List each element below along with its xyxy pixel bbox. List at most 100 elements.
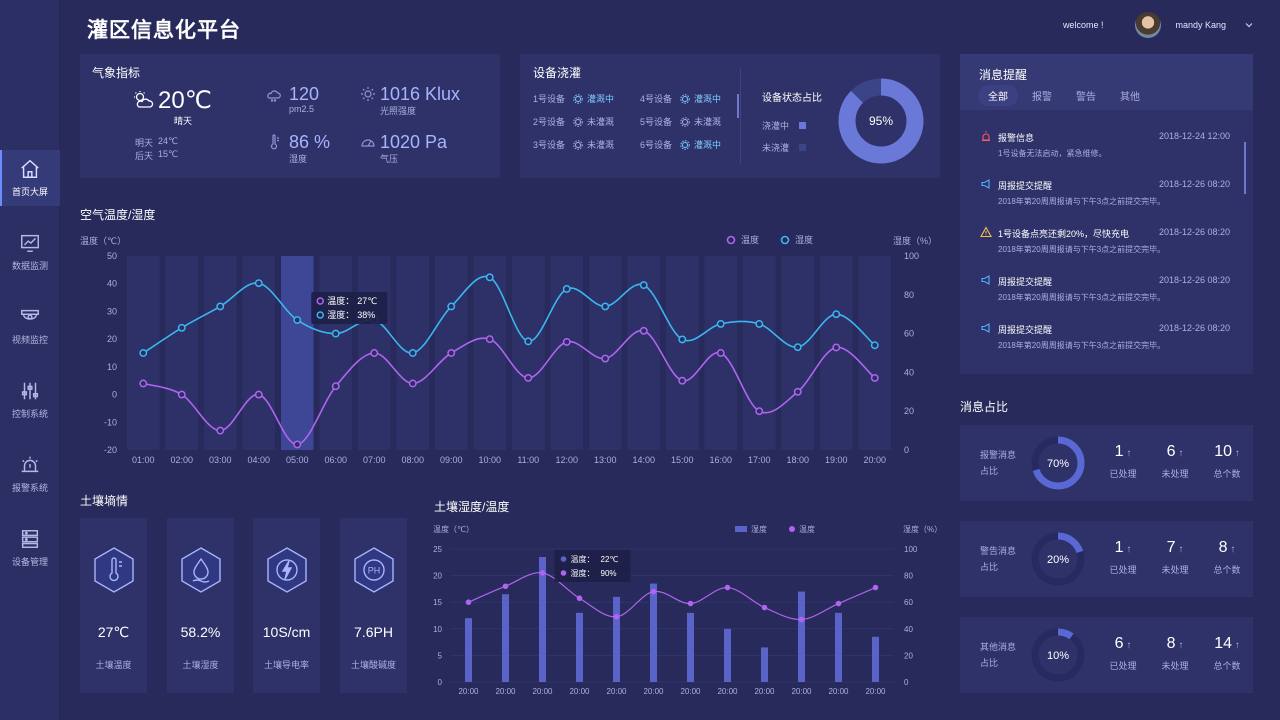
bar[interactable] xyxy=(613,596,620,682)
data-point[interactable] xyxy=(716,319,725,328)
tab-warning[interactable]: 警告 xyxy=(1076,92,1096,103)
data-point[interactable] xyxy=(139,349,148,357)
data-point[interactable] xyxy=(562,285,571,293)
tab-other[interactable]: 其他 xyxy=(1120,92,1140,103)
bar[interactable] xyxy=(724,628,731,682)
x-tick-label: 20:00 xyxy=(754,687,775,696)
bar[interactable] xyxy=(465,618,472,682)
chart-column-band xyxy=(512,256,545,450)
data-point[interactable] xyxy=(293,316,302,324)
data-point[interactable] xyxy=(755,319,764,328)
data-point[interactable] xyxy=(576,595,583,602)
data-point[interactable] xyxy=(639,326,648,335)
message-title: 周报提交提醒 xyxy=(998,325,1053,335)
y-tick-label: 40 xyxy=(107,279,117,289)
data-point[interactable] xyxy=(601,354,610,363)
data-point[interactable] xyxy=(447,302,456,311)
device-row: 2号设备 未灌溉 xyxy=(533,115,614,128)
legend-label[interactable]: 温度 xyxy=(741,234,759,245)
data-point[interactable] xyxy=(293,440,302,449)
data-point[interactable] xyxy=(331,329,340,338)
data-point[interactable] xyxy=(870,373,879,382)
donut-arc xyxy=(838,78,924,164)
ratio-arc xyxy=(1031,436,1085,490)
bar[interactable] xyxy=(872,636,879,682)
data-point[interactable] xyxy=(716,349,725,357)
data-point[interactable] xyxy=(872,584,879,591)
sidebar-item-video[interactable]: 视频监控 xyxy=(0,298,60,354)
data-point[interactable] xyxy=(678,376,687,385)
data-point[interactable] xyxy=(524,373,533,382)
data-point[interactable] xyxy=(870,341,879,350)
bar[interactable] xyxy=(576,612,583,682)
data-point[interactable] xyxy=(613,614,620,620)
user-menu[interactable]: welcome ! mandy Kang xyxy=(1063,12,1254,38)
divider xyxy=(740,68,741,164)
chevron-down-icon[interactable] xyxy=(1244,20,1254,30)
data-point[interactable] xyxy=(254,279,263,288)
x-tick-label: 10:00 xyxy=(478,455,501,465)
data-point[interactable] xyxy=(835,600,842,607)
ratio-total-value: 14 xyxy=(1214,635,1232,652)
data-point[interactable] xyxy=(502,583,509,590)
data-point[interactable] xyxy=(465,599,472,605)
data-point[interactable] xyxy=(524,337,533,346)
data-point[interactable] xyxy=(832,310,841,319)
bar[interactable] xyxy=(650,583,657,682)
sidebar-item-label: 控制系统 xyxy=(11,409,48,419)
legend-label[interactable]: 湿度 xyxy=(795,234,813,245)
data-point[interactable] xyxy=(678,335,687,344)
data-point[interactable] xyxy=(793,387,802,396)
bar[interactable] xyxy=(687,612,694,682)
sidebar-item-data-monitor[interactable]: 数据监测 xyxy=(0,224,60,280)
bar[interactable] xyxy=(502,594,509,682)
sidebar-item-devices[interactable]: 设备管理 xyxy=(0,520,60,576)
tab-alarm[interactable]: 报警 xyxy=(1032,92,1052,103)
data-point[interactable] xyxy=(370,349,379,357)
scrollbar[interactable] xyxy=(737,94,739,118)
data-point[interactable] xyxy=(832,343,841,352)
messages-scrollbar[interactable] xyxy=(1244,142,1246,194)
bar[interactable] xyxy=(539,556,546,682)
data-point[interactable] xyxy=(761,604,768,611)
chart-tooltip: 温度： 27℃湿度： 38% xyxy=(311,292,388,324)
data-point[interactable] xyxy=(331,382,340,391)
data-point[interactable] xyxy=(601,302,610,311)
bar[interactable] xyxy=(761,647,768,682)
ratio-total-count: 14 ↑ xyxy=(1202,635,1252,653)
avatar[interactable] xyxy=(1135,12,1162,38)
ratio-unhandled-value: 7 xyxy=(1166,539,1176,556)
data-point[interactable] xyxy=(539,570,546,576)
data-point[interactable] xyxy=(562,337,571,346)
data-point[interactable] xyxy=(216,302,225,311)
x-tick-label: 20:00 xyxy=(717,687,738,696)
data-point[interactable] xyxy=(139,379,148,388)
tooltip-temp-value: 22℃ xyxy=(601,555,619,564)
data-point[interactable] xyxy=(639,281,648,290)
sidebar-item-control[interactable]: 控制系统 xyxy=(0,372,60,428)
data-point[interactable] xyxy=(408,349,417,357)
data-point[interactable] xyxy=(755,407,764,416)
data-point[interactable] xyxy=(798,616,805,623)
data-point[interactable] xyxy=(177,390,186,399)
bar[interactable] xyxy=(835,612,842,682)
data-point[interactable] xyxy=(254,390,263,399)
sidebar-item-alarm[interactable]: 报警系统 xyxy=(0,446,60,502)
data-point[interactable] xyxy=(485,273,494,282)
data-point[interactable] xyxy=(650,588,657,595)
legend-label[interactable]: 温度 xyxy=(799,524,815,534)
data-point[interactable] xyxy=(216,426,225,435)
data-point[interactable] xyxy=(447,349,456,357)
tab-all[interactable]: 全部 xyxy=(978,85,1018,106)
data-point[interactable] xyxy=(177,323,186,332)
data-point[interactable] xyxy=(687,600,694,607)
data-point[interactable] xyxy=(485,335,494,344)
y2-tick-label: 60 xyxy=(904,598,913,607)
data-point[interactable] xyxy=(793,343,802,352)
data-point[interactable] xyxy=(724,584,731,591)
legend-label[interactable]: 湿度 xyxy=(751,524,767,534)
sidebar-item-home[interactable]: 首页大屏 xyxy=(0,150,60,206)
data-point[interactable] xyxy=(408,379,417,388)
device-name: 3号设备 xyxy=(533,140,566,150)
bar[interactable] xyxy=(798,591,805,682)
